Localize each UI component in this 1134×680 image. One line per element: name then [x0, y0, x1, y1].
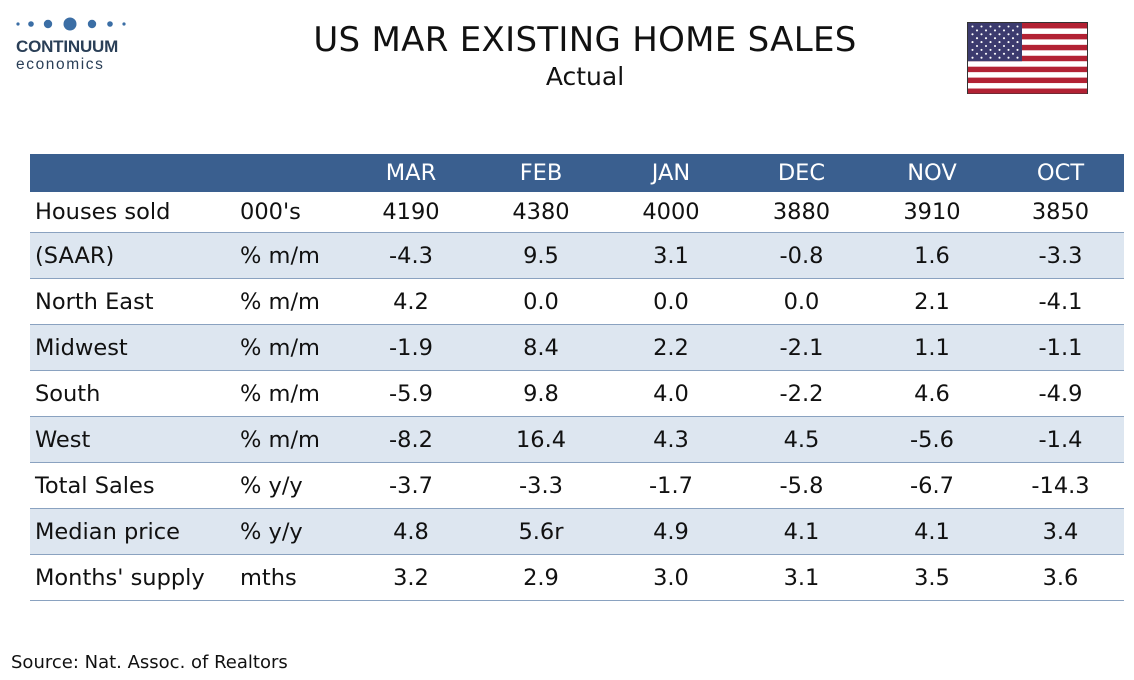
table-row: Months' supply mths 3.2 2.9 3.0 3.1 3.5 3.6	[30, 554, 1124, 601]
header-cell: DEC	[736, 154, 867, 192]
value-cell: -5.9	[346, 370, 476, 417]
value-cell: 5.6r	[476, 508, 606, 555]
page-title: US MAR EXISTING HOME SALES	[313, 20, 857, 60]
table-row: Houses sold 000's 4190 4380 4000 3880 3910 3850	[30, 192, 1124, 233]
header-cell: MAR	[346, 154, 476, 192]
table-row: Midwest% m/m -1.9 8.4 2.2 -2.1 1.1 -1.1	[30, 324, 1124, 371]
value-cell: 1.1	[867, 324, 997, 371]
table-header-row: MAR FEB JAN DEC NOV OCT	[30, 154, 1124, 192]
row-label: West	[30, 416, 235, 463]
table-row: South% m/m -5.9 9.8 4.0 -2.2 4.6 -4.9	[30, 370, 1124, 417]
value-cell: -1.9	[346, 324, 476, 371]
value-cell: -1.7	[606, 462, 736, 509]
row-label: North East	[30, 278, 235, 325]
value-cell: 2.2	[606, 324, 736, 371]
logo-wordmark: CONTINUUM	[16, 37, 119, 56]
table-row: (SAAR)% m/m -4.3 9.5 3.1 -0.8 1.6 -3.3	[30, 232, 1124, 279]
row-label: South	[30, 370, 235, 417]
header-cell: JAN	[606, 154, 736, 192]
value-cell: -14.3	[997, 462, 1124, 509]
value-cell: -3.3	[997, 232, 1124, 279]
value-cell: 4000	[606, 192, 736, 233]
header-cell: NOV	[867, 154, 997, 192]
value-cell: 0.0	[606, 278, 736, 325]
row-unit: % m/m	[235, 232, 346, 279]
value-cell: 3910	[867, 192, 997, 233]
value-cell: 1.6	[867, 232, 997, 279]
row-unit: % m/m	[235, 324, 346, 371]
value-cell: 16.4	[476, 416, 606, 463]
value-cell: 3.1	[736, 554, 867, 601]
logo-dots-icon	[16, 17, 126, 31]
value-cell: 8.4	[476, 324, 606, 371]
value-cell: 4.2	[346, 278, 476, 325]
value-cell: -2.2	[736, 370, 867, 417]
row-label: Median price	[30, 508, 235, 555]
table-row: West% m/m -8.2 16.4 4.3 4.5 -5.6 -1.4	[30, 416, 1124, 463]
home-sales-table: MAR FEB JAN DEC NOV OCT Houses sold 000's…	[30, 154, 1124, 601]
value-cell: -4.3	[346, 232, 476, 279]
row-unit: % m/m	[235, 370, 346, 417]
value-cell: 3850	[997, 192, 1124, 233]
row-label: Houses sold	[30, 192, 235, 233]
logo-subtitle: economics	[16, 56, 105, 73]
value-cell: 4.3	[606, 416, 736, 463]
value-cell: 3.6	[997, 554, 1124, 601]
row-label: Midwest	[30, 324, 235, 371]
row-unit: % y/y	[235, 508, 346, 555]
row-label: (SAAR)	[30, 232, 235, 279]
us-flag-icon	[967, 22, 1088, 94]
value-cell: 4.6	[867, 370, 997, 417]
value-cell: 2.9	[476, 554, 606, 601]
header-cell	[235, 154, 346, 192]
row-unit: % m/m	[235, 278, 346, 325]
table-row: Total Sales% y/y -3.7 -3.3 -1.7 -5.8 -6.7 -14.…	[30, 462, 1124, 509]
value-cell: 4.9	[606, 508, 736, 555]
row-label: Months' supply	[30, 554, 235, 601]
value-cell: 4.1	[736, 508, 867, 555]
value-cell: 4380	[476, 192, 606, 233]
value-cell: -5.8	[736, 462, 867, 509]
header-cell	[30, 154, 235, 192]
table-row: Median price% y/y 4.8 5.6r 4.9 4.1 4.1 3.4	[30, 508, 1124, 555]
value-cell: -4.9	[997, 370, 1124, 417]
value-cell: -6.7	[867, 462, 997, 509]
value-cell: 4.1	[867, 508, 997, 555]
value-cell: -3.7	[346, 462, 476, 509]
value-cell: -5.6	[867, 416, 997, 463]
value-cell: 3.1	[606, 232, 736, 279]
row-unit: % m/m	[235, 416, 346, 463]
value-cell: 0.0	[476, 278, 606, 325]
value-cell: 3.4	[997, 508, 1124, 555]
value-cell: -3.3	[476, 462, 606, 509]
value-cell: -4.1	[997, 278, 1124, 325]
row-label: Total Sales	[30, 462, 235, 509]
page-subtitle: Actual	[545, 62, 625, 91]
header-cell: FEB	[476, 154, 606, 192]
value-cell: 3.2	[346, 554, 476, 601]
value-cell: 2.1	[867, 278, 997, 325]
header-cell: OCT	[997, 154, 1124, 192]
value-cell: 9.5	[476, 232, 606, 279]
value-cell: 3880	[736, 192, 867, 233]
value-cell: 4.5	[736, 416, 867, 463]
row-unit: 000's	[235, 192, 346, 233]
row-unit: % y/y	[235, 462, 346, 509]
value-cell: 9.8	[476, 370, 606, 417]
value-cell: -1.1	[997, 324, 1124, 371]
value-cell: 4.0	[606, 370, 736, 417]
value-cell: -1.4	[997, 416, 1124, 463]
value-cell: 0.0	[736, 278, 867, 325]
value-cell: -2.1	[736, 324, 867, 371]
source-note: Source: Nat. Assoc. of Realtors	[11, 652, 288, 673]
continuum-logo: CONTINUUM economics	[14, 14, 134, 74]
value-cell: -8.2	[346, 416, 476, 463]
table-row: North East% m/m 4.2 0.0 0.0 0.0 2.1 -4.1	[30, 278, 1124, 325]
value-cell: 3.5	[867, 554, 997, 601]
value-cell: -0.8	[736, 232, 867, 279]
value-cell: 4190	[346, 192, 476, 233]
value-cell: 4.8	[346, 508, 476, 555]
row-unit: mths	[235, 554, 346, 601]
value-cell: 3.0	[606, 554, 736, 601]
